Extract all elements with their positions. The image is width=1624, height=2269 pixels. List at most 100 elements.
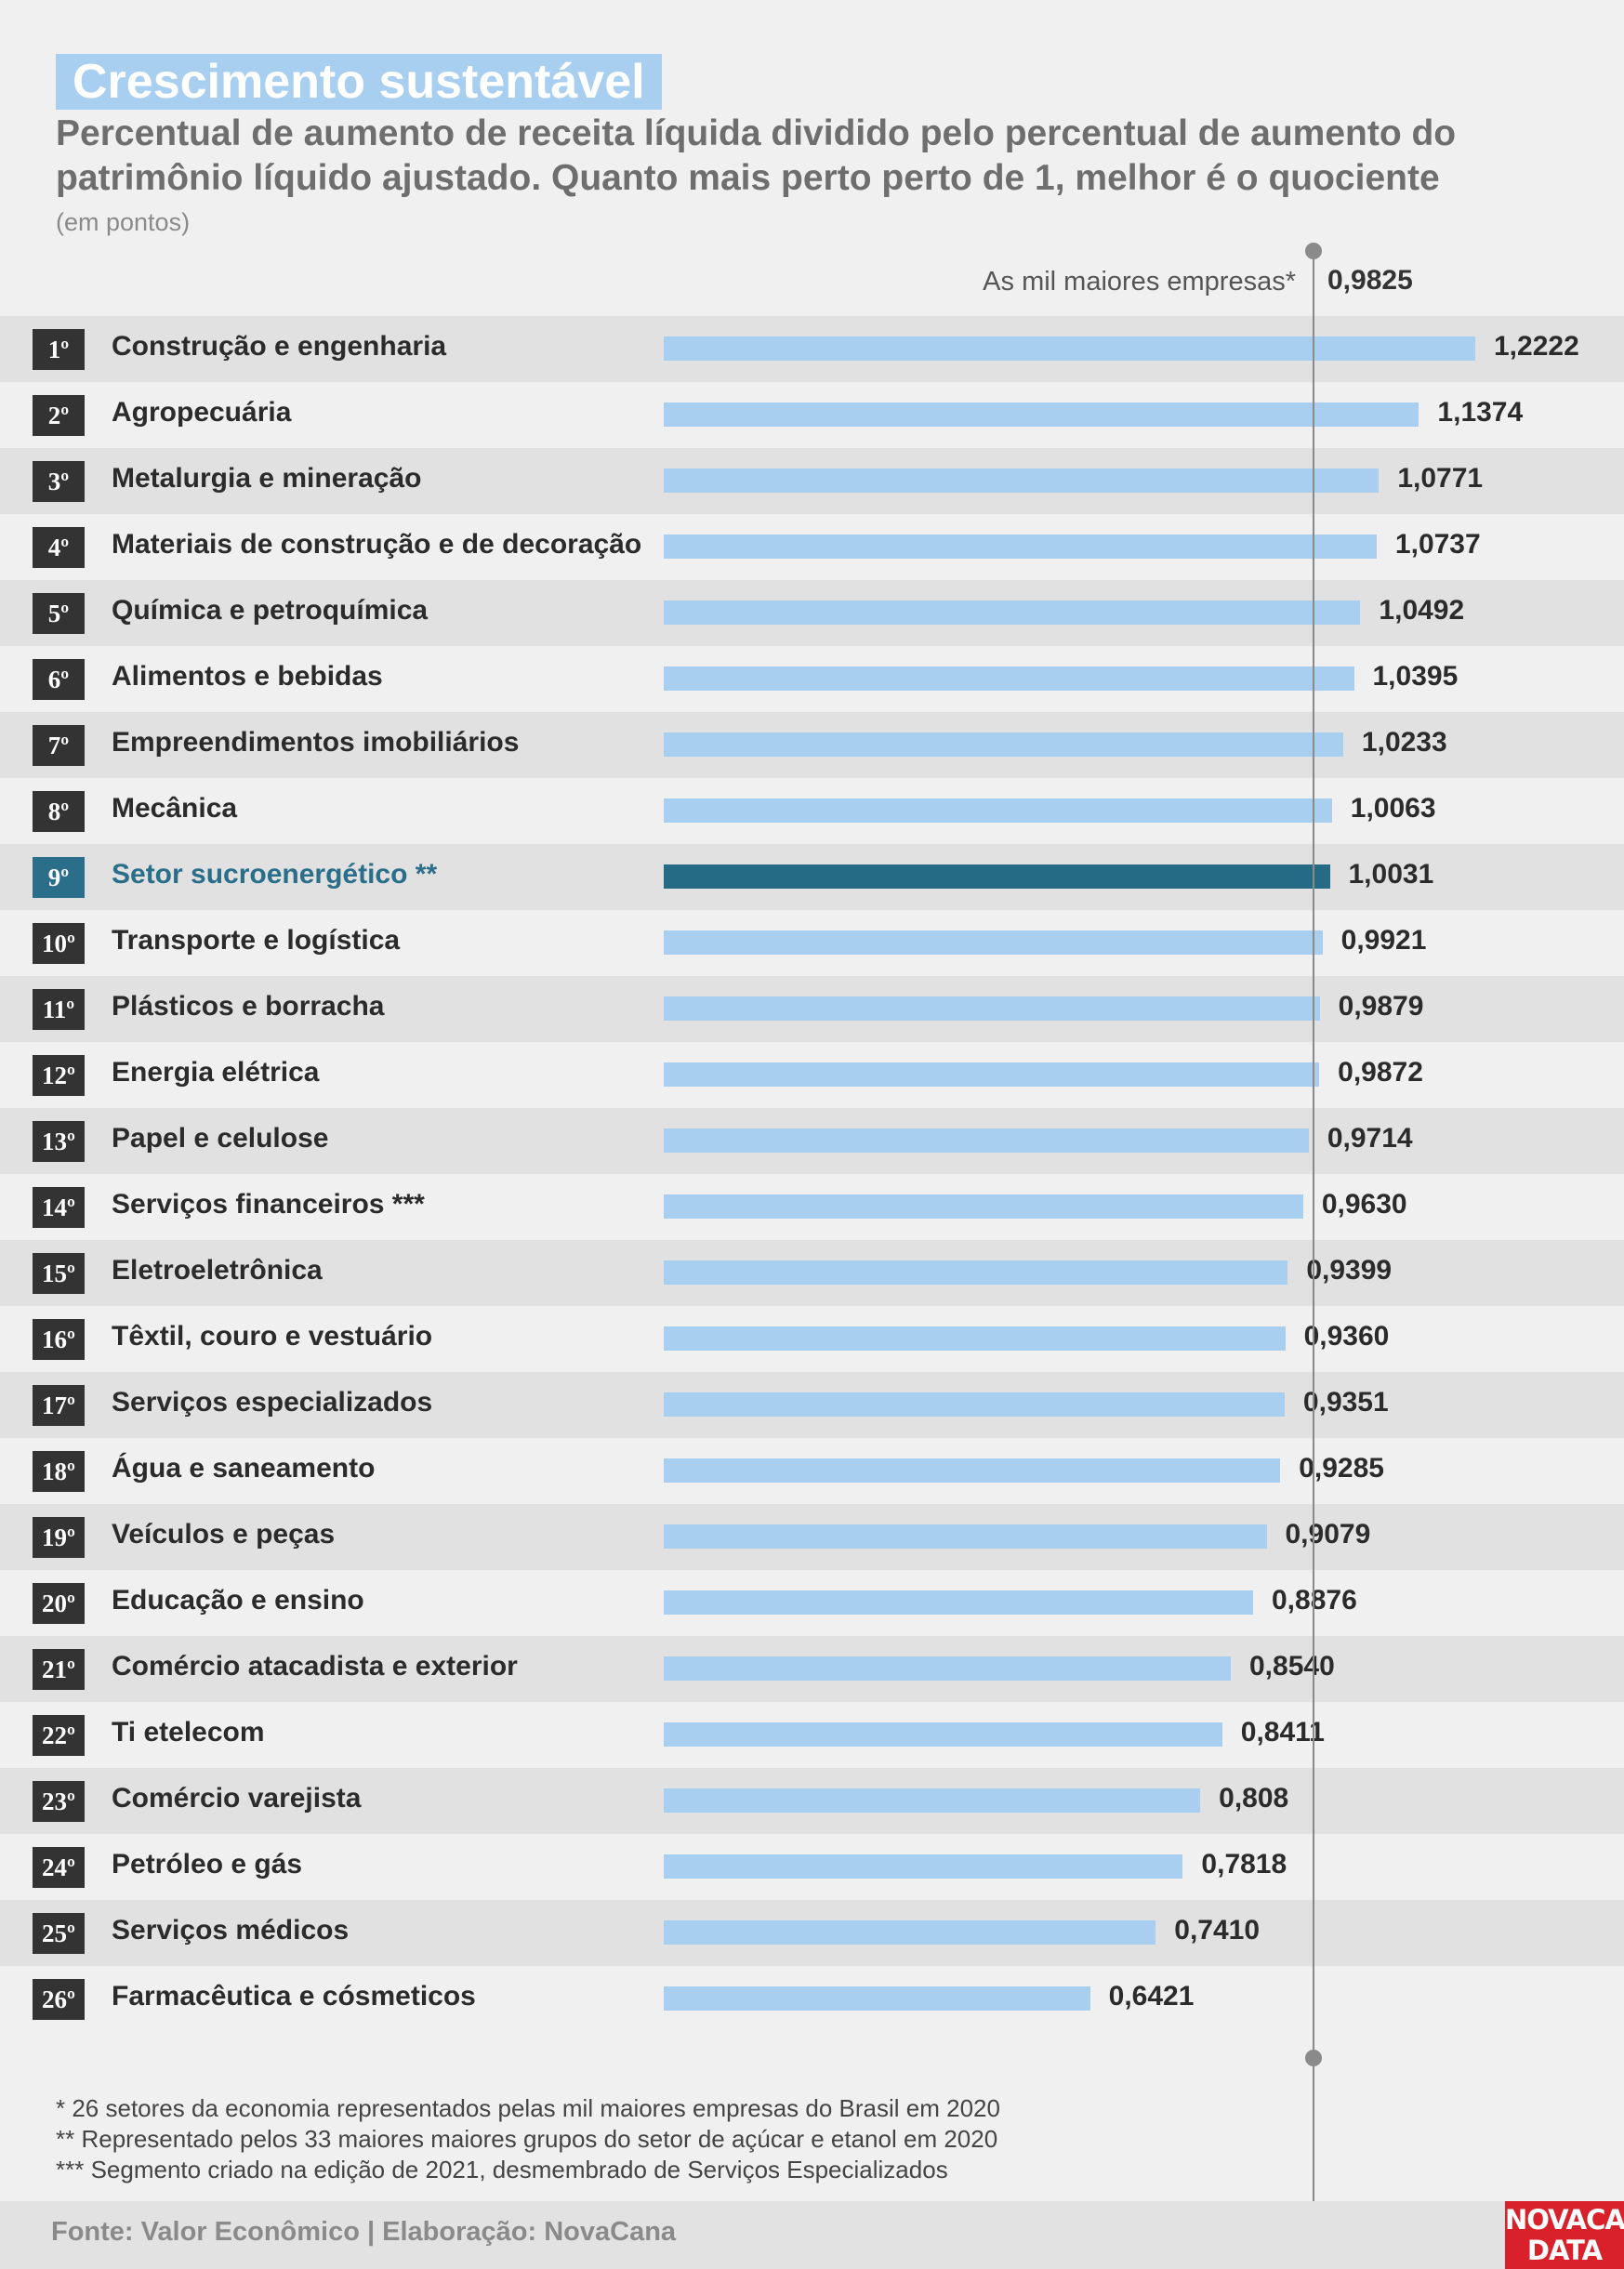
category-label: Petróleo e gás [112,1849,303,1880]
category-label: Têxtil, couro e vestuário [112,1321,433,1352]
bar [664,600,1361,625]
bar [664,666,1354,691]
category-label: Transporte e logística [112,925,401,956]
chart-subtitle: Percentual de aumento de receita líquida… [56,113,1457,198]
category-label: Serviços financeiros *** [112,1189,425,1220]
value-label: 1,0492 [1379,595,1465,626]
rank-badge: 3º [33,461,85,502]
rank-badge: 2º [33,395,85,436]
rank-badge: 5º [33,593,85,634]
source-credit: Fonte: Valor Econômico | Elaboração: Nov… [51,2217,677,2247]
rank-badge: 24º [33,1847,85,1888]
category-label: Ti etelecom [112,1717,265,1748]
reference-value: 0,9825 [1327,265,1413,296]
value-label: 1,2222 [1494,331,1579,362]
bar [664,996,1320,1021]
category-label: Comércio atacadista e exterior [112,1651,518,1682]
bar [664,534,1377,559]
value-label: 1,0063 [1350,793,1436,824]
bar [664,1194,1303,1219]
bar [664,1524,1267,1549]
bar [664,930,1323,955]
category-label: Agropecuária [112,397,292,428]
rank-badge: 23º [33,1781,85,1822]
bar [664,402,1419,427]
category-label: Energia elétrica [112,1057,320,1088]
category-label: Química e petroquímica [112,595,429,626]
category-label: Papel e celulose [112,1123,329,1154]
rank-badge: 12º [33,1055,85,1096]
bar [664,1458,1281,1483]
value-label: 0,8411 [1240,1717,1325,1748]
category-label: Serviços especializados [112,1387,433,1418]
category-label: Plásticos e borracha [112,991,385,1022]
rank-badge: 20º [33,1583,85,1624]
rank-badge: 1º [33,329,85,370]
category-label: Metalurgia e mineração [112,463,422,494]
value-label: 1,0395 [1372,661,1459,692]
logo-line-1: NOVACANA [1505,2203,1624,2236]
bar [664,1788,1201,1813]
bar [664,1128,1309,1153]
novacana-logo: NOVACANA DATA [1505,2201,1624,2269]
bar [664,732,1343,757]
value-label: 0,9630 [1321,1189,1407,1220]
rank-badge: 13º [33,1121,85,1162]
value-label: 1,1374 [1437,397,1524,428]
value-label: 0,9872 [1338,1057,1423,1088]
rank-badge: 15º [33,1253,85,1294]
category-label: Empreendimentos imobiliários [112,727,520,758]
category-label: Materiais de construção e de decoração [112,529,642,560]
value-label: 0,7410 [1174,1915,1261,1946]
reference-line-top-dot [1305,243,1322,259]
rank-badge: 19º [33,1517,85,1558]
rank-badge: 7º [33,725,85,766]
rank-badge: 11º [33,989,85,1030]
value-label: 0,9285 [1299,1453,1384,1484]
bar [664,468,1380,493]
bar [664,336,1475,361]
rank-badge: 16º [33,1319,85,1360]
bar [664,1260,1288,1285]
rank-badge: 14º [33,1187,85,1228]
logo-line-2: DATA [1526,2234,1603,2266]
value-label: 0,9351 [1302,1387,1389,1418]
rank-badge: 21º [33,1649,85,1690]
value-label: 1,0233 [1361,727,1447,758]
category-label: Farmacêutica e cósmeticos [112,1981,476,2012]
rank-badge: 25º [33,1913,85,1954]
rank-badge: 9º [33,857,85,898]
category-label: Alimentos e bebidas [112,661,383,692]
rank-badge: 8º [33,791,85,832]
value-label: 0,9714 [1327,1123,1413,1154]
rank-badge: 22º [33,1715,85,1756]
footnote-1: * 26 setores da economia representados p… [56,2094,1000,2122]
value-label: 0,9879 [1338,991,1424,1022]
category-label: Educação e ensino [112,1585,364,1616]
chart-title: Crescimento sustentável [56,54,662,110]
reference-line [1313,251,1314,2246]
rank-badge: 18º [33,1451,85,1492]
bar [664,1920,1156,1945]
category-label: Serviços médicos [112,1915,350,1946]
value-label: 1,0031 [1348,859,1434,890]
bar [664,1326,1286,1351]
footnote-3: *** Segmento criado na edição de 2021, d… [56,2156,948,2183]
value-label: 0,808 [1219,1783,1289,1814]
value-label: 0,7818 [1201,1849,1287,1880]
bar [664,1722,1222,1747]
category-label: Mecânica [112,793,238,824]
bar [664,1854,1183,1879]
bar [664,1062,1320,1087]
rank-badge: 17º [33,1385,85,1426]
category-label: Eletroeletrônica [112,1255,323,1286]
bar [664,1656,1231,1681]
value-label: 0,9079 [1285,1519,1371,1550]
value-label: 1,0771 [1397,463,1484,494]
category-label: Construção e engenharia [112,331,447,362]
bar [664,864,1330,889]
footnotes: * 26 setores da economia representados p… [56,2093,1000,2185]
rank-badge: 4º [33,527,85,568]
rank-badge: 6º [33,659,85,700]
